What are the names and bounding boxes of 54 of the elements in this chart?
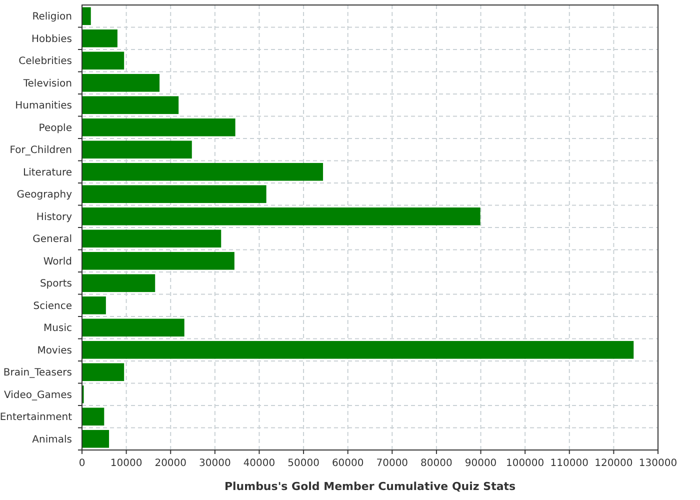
y-tick-label: Hobbies [32,34,72,45]
bar [82,230,222,248]
bar [82,96,179,114]
y-tick-label: Science [33,300,72,312]
y-tick-label: Religion [32,12,72,23]
y-tick-label: For_Children [10,145,72,156]
x-tick-label: 20000 [154,458,187,469]
y-tick-label: Celebrities [18,56,72,68]
y-tick-label: People [38,122,72,134]
y-tick-label: History [36,212,72,223]
bar [82,363,124,382]
bar [82,118,236,136]
bar [82,74,160,92]
x-tick-label: 90000 [464,458,497,469]
x-tick-label: 60000 [332,458,364,469]
y-tick-label: Brain_Teasers [3,368,72,379]
y-tick-label: Movies [37,345,72,356]
x-tick-label: 100000 [506,458,544,469]
x-tick-label: 50000 [288,458,320,469]
bar [82,340,634,359]
y-tick-label: Television [22,78,72,90]
x-tick-label: 130000 [638,458,678,469]
y-tick-label: Music [44,323,72,334]
bar [82,430,110,448]
x-axis-title: Plumbus's Gold Member Cumulative Quiz Stats [224,480,516,493]
y-tick-label: Sports [40,278,72,290]
y-tick-label: Humanities [15,100,72,112]
bar [82,162,324,181]
y-tick-label: Entertainment [0,412,72,424]
y-tick-label: Geography [16,190,72,201]
x-tick-label: 30000 [199,458,231,469]
x-tick-label: 110000 [550,458,588,469]
bar [82,185,266,204]
bar [82,274,156,292]
y-tick-label: Literature [23,167,72,178]
x-tick-label: 10000 [110,458,142,469]
x-tick-label: 40000 [243,458,276,469]
bar [82,408,104,426]
bar [82,207,480,226]
y-tick-label: General [32,234,72,246]
y-tick-label: World [43,256,72,268]
bar [82,7,91,26]
bar [82,318,184,337]
y-tick-label: Video_Games [4,390,72,401]
x-tick-label: 70000 [376,458,408,469]
bar [82,296,106,314]
bar [82,252,234,270]
bar [82,140,192,159]
bar [82,29,118,48]
bar [82,52,124,70]
x-tick-label: 80000 [420,458,452,469]
y-tick-label: Animals [32,434,72,446]
x-tick-label: 0 [78,458,86,469]
x-tick-label: 120000 [594,458,633,469]
